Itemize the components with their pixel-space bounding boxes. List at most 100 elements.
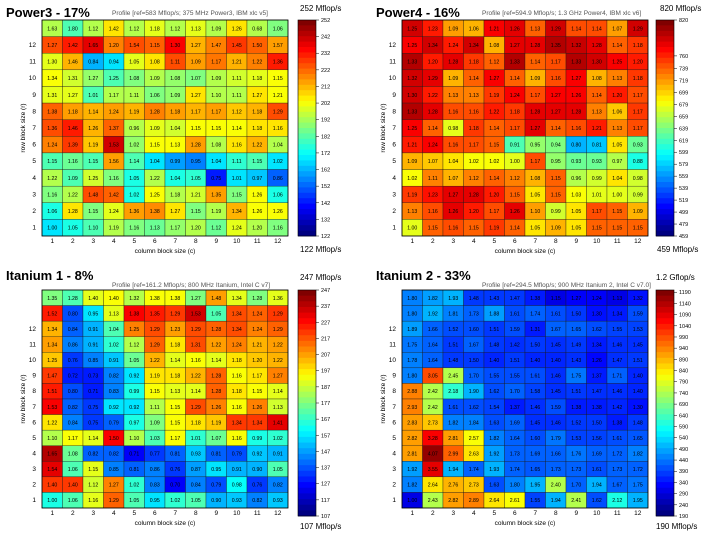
y-tick-label: 11 xyxy=(29,342,36,349)
colorbar-segment xyxy=(298,363,316,370)
cell-value-label: 0.95 xyxy=(88,311,98,317)
colorbar-max-label: 247 Mflop/s xyxy=(300,273,342,282)
cell-value-label: 1.12 xyxy=(510,176,520,182)
cell-value-label: 1.72 xyxy=(633,467,643,473)
colorbar-segment xyxy=(298,419,316,426)
cell-value-label: 1.45 xyxy=(633,343,643,349)
cell-value-label: 1.27 xyxy=(571,296,581,302)
colorbar-tick-label: 227 xyxy=(321,320,330,326)
colorbar-segment xyxy=(656,171,674,177)
y-tick-label: 7 xyxy=(32,404,36,411)
colorbar-tick-label: 740 xyxy=(679,391,688,397)
cell-value-label: 1.15 xyxy=(150,389,160,395)
x-tick-label: 6 xyxy=(513,510,517,517)
colorbar-tick-label: 290 xyxy=(679,492,688,498)
cell-value-label: 0.91 xyxy=(232,467,242,473)
cell-value-label: 0.84 xyxy=(88,60,98,66)
cell-value-label: 1.62 xyxy=(592,327,602,333)
cell-value-label: 1.11 xyxy=(170,60,180,66)
colorbar-segment xyxy=(298,90,316,96)
colorbar-segment xyxy=(656,30,674,37)
colorbar-segment xyxy=(298,41,316,48)
cell-value-label: 1.49 xyxy=(571,343,581,349)
cell-value-label: 1.09 xyxy=(170,93,180,99)
colorbar-segment xyxy=(656,117,674,123)
cell-value-label: 1.28 xyxy=(150,109,160,115)
cell-value-label: 1.35 xyxy=(211,192,221,198)
cell-value-label: 1.80 xyxy=(407,311,417,317)
cell-value-label: 1.34 xyxy=(252,420,262,426)
cell-value-label: 1.67 xyxy=(551,327,561,333)
colorbar-segment xyxy=(656,79,674,86)
heatmap-panel-power4: 1.25 1.23 1.09 1.06 1.21 1.26 1.13 1.29 1.14 1.14… xyxy=(360,0,720,270)
colorbar-tick-label: 479 xyxy=(679,222,688,228)
cell-value-label: 1.15 xyxy=(170,420,180,426)
cell-value-label: 1.18 xyxy=(150,26,160,32)
colorbar-segment xyxy=(656,47,674,53)
cell-value-label: 1.05 xyxy=(129,498,139,504)
cell-value-label: 0.82 xyxy=(109,452,119,458)
cell-value-label: 1.17 xyxy=(170,436,180,442)
cell-value-label: 0.79 xyxy=(109,420,119,426)
cell-value-label: 1.53 xyxy=(571,436,581,442)
y-tick-label: 9 xyxy=(392,92,396,99)
cell-value-label: 1.10 xyxy=(211,93,221,99)
cell-value-label: 1.00 xyxy=(407,498,417,504)
x-tick-label: 5 xyxy=(132,510,136,517)
cell-value-label: 1.19 xyxy=(407,192,417,198)
cell-value-label: 1.25 xyxy=(109,76,119,82)
cell-value-label: 1.18 xyxy=(232,389,242,395)
y-axis-label: row block size (r) xyxy=(20,103,27,152)
cell-value-label: 1.93 xyxy=(448,296,458,302)
colorbar-segment xyxy=(656,386,674,393)
cell-value-label: 1.04 xyxy=(273,143,283,149)
cell-value-label: 0.71 xyxy=(88,389,98,395)
cell-value-label: 1.61 xyxy=(530,374,540,380)
cell-value-label: 1.17 xyxy=(211,60,221,66)
colorbar-segment xyxy=(298,133,316,140)
x-tick-label: 8 xyxy=(554,510,558,517)
colorbar-segment xyxy=(298,510,316,517)
colorbar-segment xyxy=(656,374,674,381)
cell-value-label: 1.38 xyxy=(592,405,602,411)
cell-value-label: 1.10 xyxy=(88,226,98,232)
y-tick-label: 9 xyxy=(32,373,36,380)
cell-value-label: 1.20 xyxy=(109,43,119,49)
cell-value-label: 1.19 xyxy=(489,226,499,232)
cell-value-label: 1.28 xyxy=(592,43,602,49)
cell-value-label: 1.37 xyxy=(109,126,119,132)
cell-value-label: 1.09 xyxy=(68,176,78,182)
cell-value-label: 1.59 xyxy=(551,405,561,411)
cell-value-label: 1.15 xyxy=(551,176,561,182)
cell-value-label: 1.75 xyxy=(407,343,417,349)
cell-value-label: 1.59 xyxy=(633,311,643,317)
cell-value-label: 1.15 xyxy=(612,209,622,215)
cell-value-label: 1.13 xyxy=(448,93,458,99)
cell-value-label: 1.61 xyxy=(551,311,561,317)
cell-value-label: 0.93 xyxy=(273,498,283,504)
y-tick-label: 3 xyxy=(392,466,396,473)
cell-value-label: 1.80 xyxy=(407,374,417,380)
cell-value-label: 1.14 xyxy=(88,109,98,115)
cell-value-label: 1.01 xyxy=(88,93,98,99)
cell-value-label: 1.92 xyxy=(407,467,417,473)
cell-value-label: 1.53 xyxy=(191,311,201,317)
cell-value-label: 0.90 xyxy=(252,467,262,473)
cell-value-label: 0.93 xyxy=(633,143,643,149)
colorbar-min-label: 107 Mflop/s xyxy=(300,522,342,531)
cell-value-label: 1.17 xyxy=(633,93,643,99)
colorbar-segment xyxy=(298,149,316,156)
cell-value-label: 1.19 xyxy=(129,109,139,115)
colorbar-max-label: 252 Mflop/s xyxy=(300,4,342,13)
cell-value-label: 1.95 xyxy=(633,498,643,504)
cell-value-label: 0.93 xyxy=(232,498,242,504)
cell-value-label: 1.01 xyxy=(191,436,201,442)
cell-value-label: 1.10 xyxy=(47,436,57,442)
colorbar-tick-label: 640 xyxy=(679,413,688,419)
colorbar-tick-label: 190 xyxy=(679,514,688,520)
cell-value-label: 1.48 xyxy=(88,192,98,198)
cell-value-label: 0.84 xyxy=(191,483,201,489)
cell-value-label: 1.02 xyxy=(129,192,139,198)
cell-value-label: 1.50 xyxy=(252,43,262,49)
cell-value-label: 1.32 xyxy=(129,296,139,302)
